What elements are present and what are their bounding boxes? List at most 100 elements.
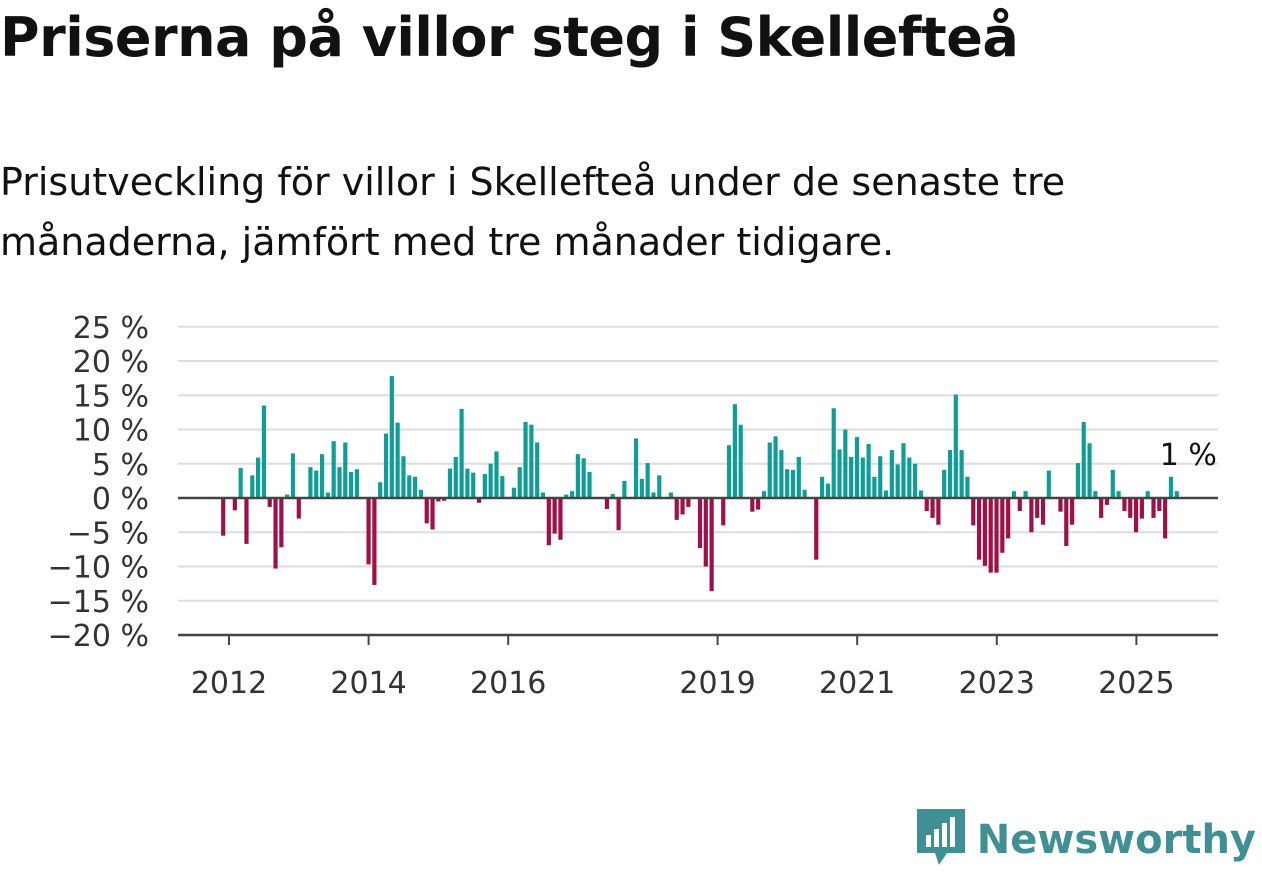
- bar: [308, 467, 313, 498]
- chart-title: Priserna på villor steg i Skellefteå: [0, 6, 1019, 69]
- bar: [936, 498, 941, 525]
- bar: [261, 405, 266, 498]
- bar: [343, 442, 348, 498]
- bar: [959, 450, 964, 498]
- bar: [610, 493, 615, 498]
- bar: [465, 468, 470, 498]
- bar: [709, 498, 714, 592]
- y-tick-label: −5 %: [67, 516, 149, 551]
- bar: [1011, 491, 1017, 498]
- bar: [1116, 491, 1121, 498]
- bar: [814, 498, 819, 560]
- bar: [1104, 498, 1110, 505]
- bar: [971, 498, 976, 526]
- bar: [558, 498, 563, 540]
- bar: [1064, 498, 1069, 546]
- bar: [575, 454, 580, 498]
- bar: [1099, 498, 1104, 518]
- bar: [1145, 491, 1150, 498]
- bar: [325, 492, 330, 498]
- bar: [482, 474, 487, 498]
- bar: [529, 424, 534, 498]
- bar: [1006, 498, 1011, 539]
- y-tick-label: 20 %: [73, 345, 149, 380]
- bar: [1163, 498, 1168, 539]
- bar: [633, 438, 639, 498]
- y-tick-label: 0 %: [92, 482, 149, 517]
- bar: [802, 489, 807, 498]
- bar: [511, 487, 517, 498]
- newsworthy-logo-icon: [916, 809, 965, 871]
- bar: [930, 498, 935, 518]
- bar: [331, 441, 336, 498]
- latest-value-annotation: 1 %: [1160, 438, 1217, 473]
- bar: [825, 483, 830, 498]
- bar: [837, 449, 842, 498]
- bar-series: [221, 376, 1179, 592]
- bar: [459, 408, 464, 498]
- bar: [1157, 498, 1162, 512]
- bar: [680, 498, 685, 515]
- bar: [436, 498, 441, 502]
- bar: [221, 498, 226, 536]
- bar: [442, 498, 447, 501]
- bar: [372, 498, 377, 585]
- bar: [552, 498, 557, 534]
- bar: [790, 469, 796, 498]
- bar: [546, 498, 551, 546]
- bar: [296, 498, 301, 519]
- brand-name: Newsworthy: [976, 817, 1256, 863]
- bar: [279, 498, 284, 548]
- bar: [267, 498, 272, 507]
- bar: [476, 498, 482, 503]
- bar: [401, 456, 406, 498]
- bar: [854, 437, 860, 498]
- y-tick-label: 15 %: [73, 379, 149, 414]
- bar: [883, 490, 889, 498]
- bar: [395, 422, 400, 498]
- bar: [895, 464, 900, 498]
- bar: [750, 498, 755, 512]
- bar: [1058, 498, 1063, 512]
- bar: [407, 475, 412, 498]
- y-tick-label: 10 %: [73, 414, 149, 449]
- bar: [1174, 491, 1179, 498]
- bar: [738, 424, 743, 498]
- bar: [430, 498, 435, 530]
- bar: [1133, 498, 1139, 533]
- bar: [273, 498, 278, 569]
- bar: [721, 498, 726, 526]
- bar: [918, 490, 924, 498]
- bar: [535, 442, 540, 498]
- bar: [581, 458, 586, 498]
- bar: [418, 489, 423, 498]
- bar: [383, 433, 389, 498]
- bar: [1075, 463, 1081, 498]
- bar: [1070, 498, 1075, 525]
- bar: [517, 467, 522, 498]
- bar: [471, 472, 476, 498]
- bar: [796, 456, 801, 498]
- bar: [1093, 491, 1098, 498]
- y-tick-label: −20 %: [48, 619, 149, 654]
- bar: [994, 498, 999, 573]
- bar: [1151, 498, 1156, 518]
- bar: [366, 498, 371, 565]
- bar: [1046, 470, 1051, 498]
- bar: [424, 498, 429, 524]
- bar: [889, 450, 894, 498]
- bar: [500, 476, 505, 498]
- bar: [412, 476, 418, 498]
- bar: [447, 468, 453, 498]
- bar: [319, 454, 325, 498]
- bar: [1000, 498, 1005, 553]
- bar: [866, 443, 871, 498]
- y-axis-tick-labels: 25 %20 %15 %10 %5 %0 %−5 %−10 %−15 %−20 …: [48, 311, 149, 654]
- bar: [587, 471, 592, 498]
- bar: [238, 467, 243, 498]
- x-tick-label: 2019: [679, 666, 755, 701]
- bar: [645, 463, 650, 498]
- bar: [697, 498, 703, 548]
- bar: [988, 498, 993, 573]
- bar: [843, 429, 848, 498]
